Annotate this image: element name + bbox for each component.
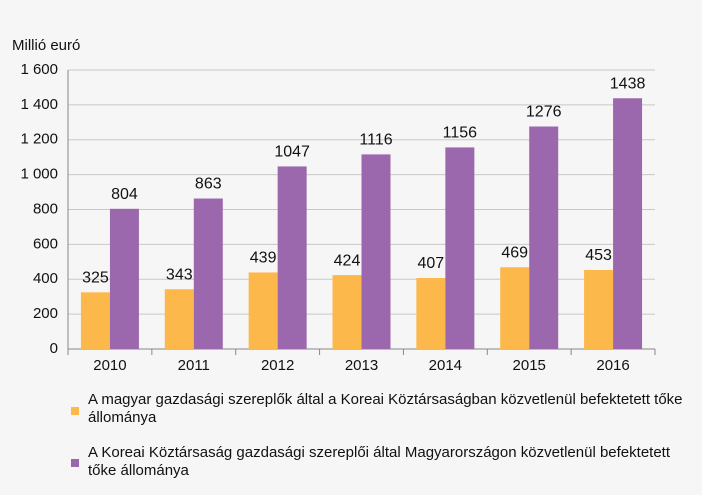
x-tick-label: 2012	[261, 357, 294, 374]
legend-swatch	[71, 407, 79, 415]
y-tick-label: 800	[33, 200, 58, 217]
y-tick-label: 400	[33, 270, 58, 287]
value-label: 863	[195, 176, 222, 193]
value-label: 1047	[274, 144, 310, 161]
value-label: 1156	[443, 125, 478, 142]
value-label: 1116	[359, 132, 392, 149]
y-tick-label: 200	[33, 305, 58, 322]
bar	[332, 275, 362, 349]
y-tick-label: 1 400	[20, 96, 58, 113]
bar	[80, 292, 110, 349]
bar	[529, 126, 559, 349]
value-label: 407	[418, 255, 445, 272]
y-tick-label: 0	[50, 340, 58, 357]
bar	[109, 208, 139, 349]
y-tick-label: 600	[33, 235, 58, 252]
x-tick-label: 2011	[178, 357, 210, 374]
bar	[613, 98, 643, 349]
value-label: 469	[501, 244, 528, 261]
y-tick-label: 1 000	[20, 166, 58, 183]
x-tick-label: 2014	[429, 357, 462, 374]
bar	[277, 166, 307, 349]
bar	[193, 198, 223, 349]
legend-label: A magyar gazdasági szereplők által a Kor…	[88, 391, 683, 426]
value-label: 424	[334, 252, 361, 269]
bar	[361, 154, 391, 349]
value-label: 439	[250, 250, 277, 267]
x-tick-label: 2015	[513, 357, 546, 374]
y-tick-label: 1 600	[20, 61, 58, 78]
value-label: 325	[82, 270, 109, 287]
value-label: 1276	[526, 104, 562, 121]
legend-label: A Koreai Köztársaság gazdasági szereplői…	[88, 444, 671, 479]
x-tick-label: 2016	[596, 357, 629, 374]
bar	[500, 267, 530, 349]
value-label: 804	[111, 186, 138, 203]
legend-swatch	[71, 459, 79, 467]
bar	[445, 147, 475, 349]
x-tick-label: 2013	[345, 357, 378, 374]
value-label: 343	[166, 266, 193, 283]
y-axis-title: Millió euró	[12, 37, 80, 54]
bar	[584, 270, 614, 349]
bar	[416, 278, 446, 349]
value-label: 1438	[610, 75, 646, 92]
y-tick-label: 1 200	[20, 131, 58, 148]
bar	[248, 272, 278, 349]
bar	[164, 289, 194, 349]
x-tick-label: 2010	[93, 357, 126, 374]
value-label: 453	[585, 247, 612, 264]
